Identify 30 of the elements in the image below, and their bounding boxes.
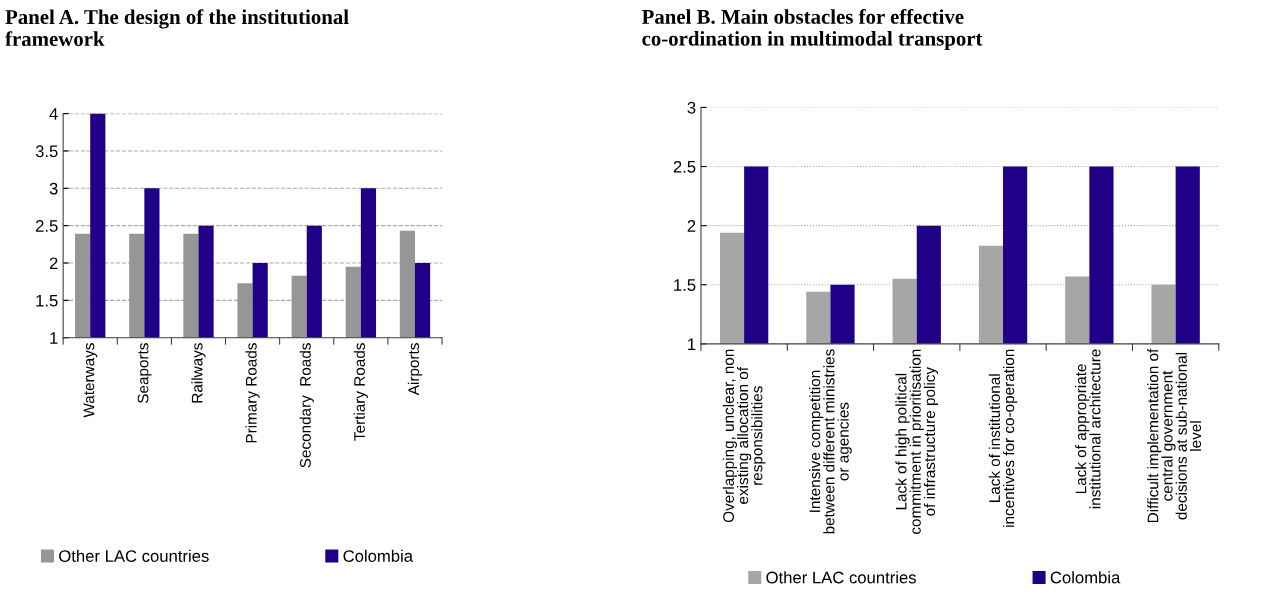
x-tick-label: Railways [191,343,206,403]
x-tick-label: Lack of institutional incentives for co-operation [988,349,1018,527]
x-tick-label: Lack of appropriate institutional architecture [1075,349,1101,509]
legend-label: Other LAC countries [766,571,916,584]
legend-label: Colombia [1050,571,1121,584]
y-tick-label: 2 [687,220,696,232]
x-tick-label: Tertiary Roads [353,343,368,441]
y-tick-label: 1.5 [36,294,58,307]
y-tick-label: 3.5 [35,145,58,158]
chart-title: Panel A. The design of the institutional framework [5,9,349,47]
y-tick-label: 3 [49,182,58,195]
x-tick-label: Intensive competition between different ministries or agencies [809,349,852,534]
x-tick-label: Overlapping, unclear, non existing allocation of responsibilities [722,349,766,523]
x-tick-label: Seaports [137,343,152,404]
chart-title: Panel B. Main obstacles for effective co-ordination in multimodal transport [641,9,983,50]
x-tick-label: Waterways [83,343,98,418]
y-tick-label: 1.5 [674,279,696,291]
x-tick-label: Difficult implementation of central government decisions at sub-national level [1147,348,1202,523]
y-tick-label: 1 [688,338,696,350]
legend-label: Other LAC countries [59,549,209,562]
y-tick-label: 2 [49,257,58,270]
x-tick-label: Secondary Roads [299,343,314,468]
y-tick-label: 4 [49,108,58,120]
y-tick-label: 2.5 [673,160,696,173]
x-tick-label: Primary Roads [245,343,260,443]
y-tick-label: 2.5 [35,220,58,232]
y-tick-label: 3 [687,101,696,114]
y-tick-label: 1 [50,332,58,344]
x-tick-label: Airports [407,343,423,396]
legend-label: Colombia [343,549,414,562]
